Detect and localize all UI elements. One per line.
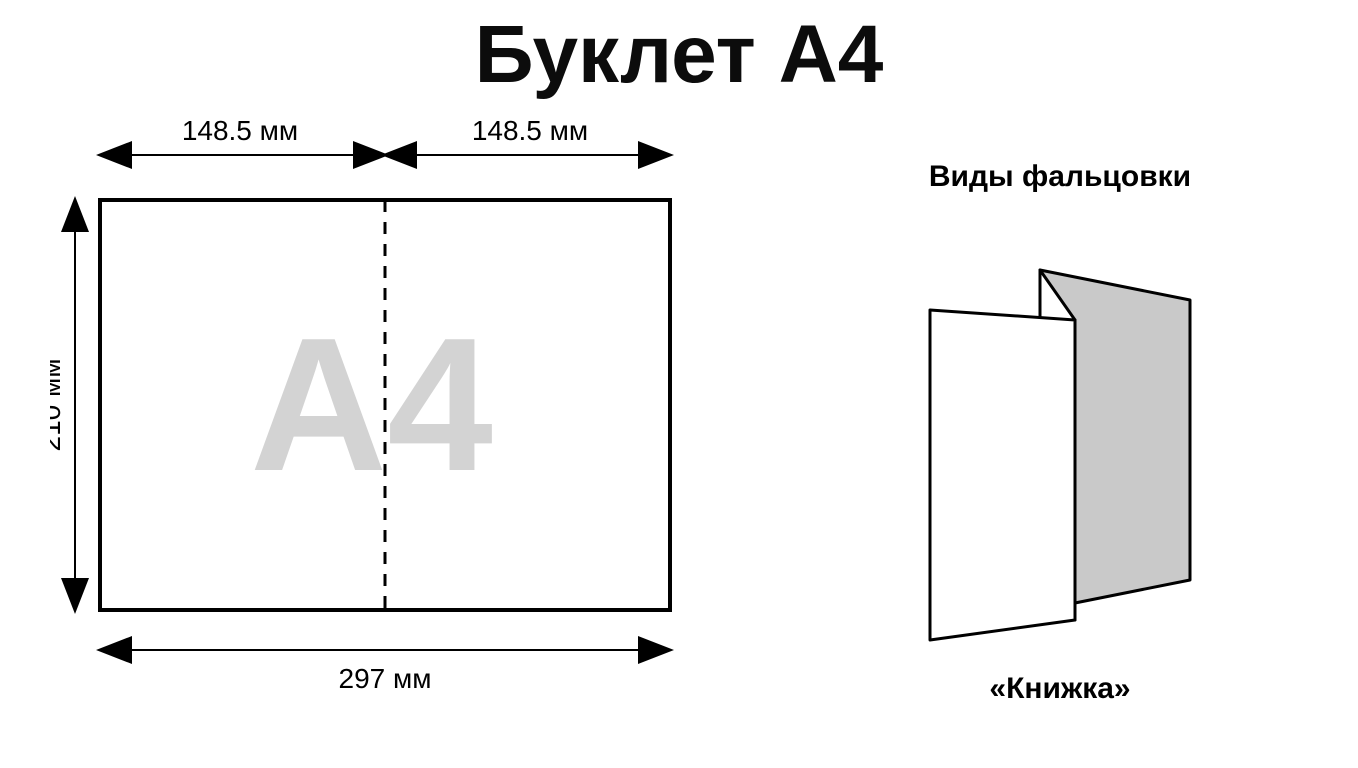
fold-caption: «Книжка»	[910, 672, 1210, 706]
dim-left-label: 210 мм	[50, 359, 66, 452]
dim-bottom-label: 297 мм	[339, 663, 432, 694]
fold-icon	[890, 240, 1230, 660]
page-title: Буклет А4	[0, 8, 1358, 102]
dim-top-right-label: 148.5 мм	[472, 115, 588, 146]
dimension-diagram: A4 148.5 мм 148.5 мм 210 мм 297 мм	[50, 105, 770, 745]
watermark-a4: A4	[250, 299, 493, 511]
fold-types-heading: Виды фальцовки	[910, 160, 1210, 194]
fold-front-panel	[930, 310, 1075, 640]
dim-top-left-label: 148.5 мм	[182, 115, 298, 146]
